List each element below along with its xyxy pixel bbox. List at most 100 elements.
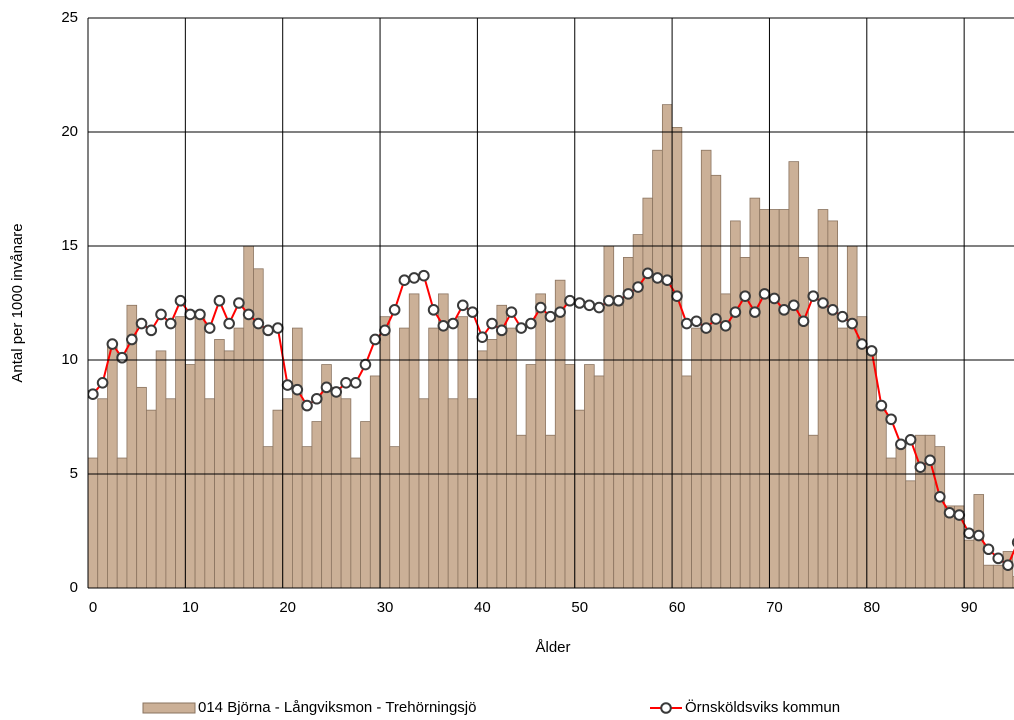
line-marker [447, 317, 459, 330]
bar [262, 446, 274, 589]
line-marker [515, 322, 528, 334]
bar [778, 209, 790, 589]
bar [817, 209, 829, 589]
line-marker [768, 292, 781, 305]
bar [574, 409, 585, 589]
bar [408, 293, 420, 589]
line-marker [934, 491, 946, 503]
line-marker [895, 438, 907, 451]
line-marker [184, 308, 197, 321]
x-tick-label: 50 [571, 599, 588, 616]
bar [1012, 576, 1014, 589]
bar [593, 375, 605, 589]
x-tick-label: 60 [669, 599, 686, 616]
line-marker [534, 301, 547, 314]
line-marker [418, 269, 430, 282]
line-marker [194, 308, 206, 321]
line-marker [126, 333, 138, 346]
line-marker [603, 294, 615, 307]
bar [389, 446, 400, 589]
line-marker [456, 299, 469, 312]
line-marker [982, 543, 995, 556]
y-tick-label: 25 [61, 9, 78, 26]
bar [515, 434, 527, 589]
line-marker [856, 338, 868, 350]
line-marker [739, 290, 751, 302]
bar [837, 327, 848, 589]
bar [545, 434, 556, 589]
line-marker [963, 527, 975, 540]
bar [253, 268, 264, 589]
line-marker [749, 306, 761, 318]
line-marker [622, 288, 635, 300]
bar [233, 327, 245, 589]
line-marker [203, 322, 216, 334]
line-marker [88, 388, 99, 400]
bar [710, 174, 722, 589]
bar [691, 327, 702, 589]
line-marker [671, 290, 683, 302]
line-marker [778, 304, 790, 316]
line-marker [573, 297, 586, 309]
bar [983, 564, 994, 589]
bar [642, 197, 654, 589]
bar [97, 398, 108, 589]
line-marker [758, 288, 771, 300]
bar [116, 457, 128, 589]
line-marker [719, 320, 732, 332]
bar [243, 245, 254, 589]
line-marker [437, 320, 450, 332]
y-tick-label: 15 [61, 237, 78, 254]
line-marker [466, 306, 479, 318]
bar [720, 293, 731, 589]
bar [467, 398, 478, 589]
bar [739, 256, 751, 589]
line-marker [476, 331, 489, 344]
bar [963, 539, 975, 589]
line-marker [116, 351, 128, 364]
line-marker [310, 392, 323, 405]
bar [457, 316, 469, 589]
line-marker [1002, 559, 1014, 572]
line-marker [826, 304, 839, 316]
bar [506, 327, 517, 589]
line-marker [729, 306, 742, 318]
bar [798, 256, 809, 589]
x-tick-label: 90 [961, 599, 978, 616]
line-marker [972, 529, 985, 542]
bar [136, 386, 147, 589]
line-marker [875, 399, 888, 412]
bar [418, 398, 430, 589]
bar [447, 398, 459, 589]
bar [905, 480, 916, 589]
line-marker [96, 377, 109, 389]
bar [759, 209, 770, 589]
line-marker [388, 304, 401, 316]
line-marker [379, 324, 391, 337]
bar [321, 364, 332, 589]
line-marker [281, 379, 294, 391]
bar [155, 350, 167, 589]
line-marker [155, 308, 167, 321]
plot-area [88, 104, 1014, 589]
line-marker [904, 434, 917, 446]
legend-item: 014 Björna - Långviksmon - Trehörningsjö [142, 699, 476, 716]
bar [486, 339, 498, 589]
x-tick-label: 40 [474, 599, 491, 616]
line-marker [885, 413, 897, 426]
bar [399, 327, 410, 589]
line-marker [865, 345, 878, 357]
line-marker [174, 294, 187, 307]
bar [613, 304, 624, 589]
bar [827, 220, 838, 589]
line-marker [320, 381, 333, 394]
y-tick-label: 20 [61, 123, 78, 140]
bar [428, 327, 439, 589]
line-marker [817, 297, 829, 309]
line-marker [836, 310, 849, 323]
x-tick-label: 20 [279, 599, 296, 616]
line-marker [106, 338, 119, 350]
line-marker [632, 281, 644, 293]
line-marker [593, 301, 605, 314]
